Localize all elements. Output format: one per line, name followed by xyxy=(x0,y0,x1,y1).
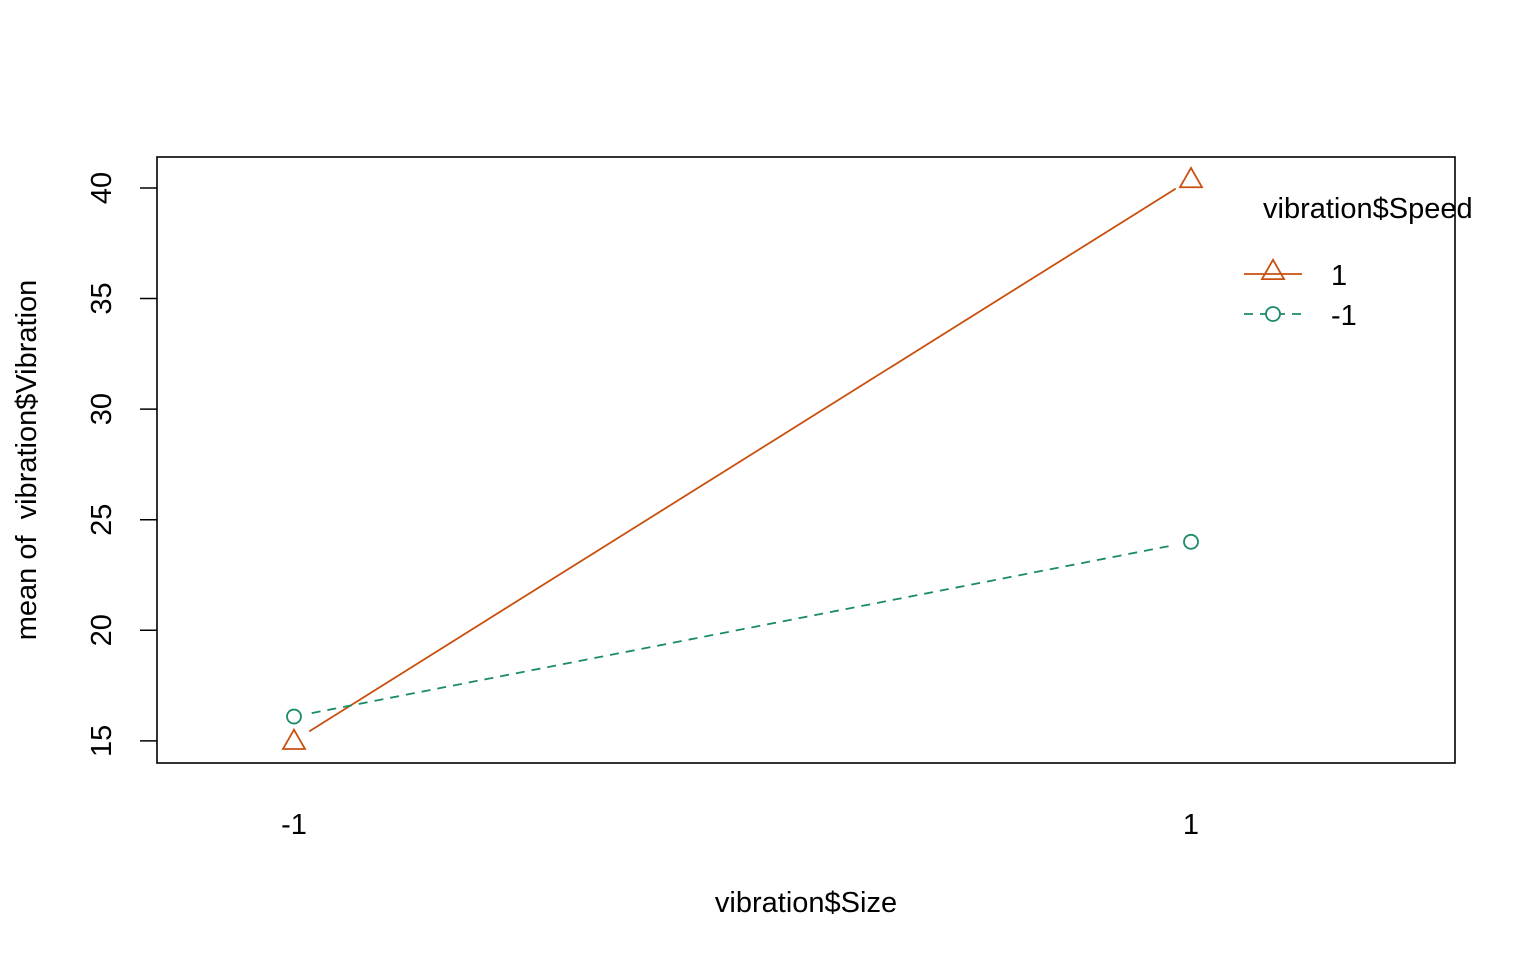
series-1 xyxy=(286,533,1199,725)
series-1-point-1 xyxy=(1183,533,1199,550)
legend-label-0: 1 xyxy=(1331,260,1347,292)
series-layer xyxy=(281,166,1204,750)
legend-swatch-marker-0 xyxy=(1260,258,1286,280)
series-0-line xyxy=(308,187,1177,733)
series-1-point-0 xyxy=(286,708,302,725)
legend: vibration$Speed 1 -1 xyxy=(1244,193,1473,332)
series-0 xyxy=(281,166,1204,750)
legend-title: vibration$Speed xyxy=(1263,193,1473,225)
legend-label-1: -1 xyxy=(1331,300,1357,332)
y-tick-label: 30 xyxy=(86,393,118,425)
y-tick-label: 20 xyxy=(86,614,118,646)
legend-swatch-marker-1 xyxy=(1265,306,1281,322)
legend-entry-1: -1 xyxy=(1244,300,1357,332)
y-tick-label: 25 xyxy=(86,504,118,536)
x-tick-label: 1 xyxy=(1183,809,1199,841)
x-tick-label: -1 xyxy=(281,809,307,841)
series-0-point-1 xyxy=(1178,166,1204,189)
x-axis: -1 1 xyxy=(281,809,1199,841)
series-0-point-0 xyxy=(281,727,307,750)
y-tick-label: 40 xyxy=(86,172,118,204)
x-axis-label: vibration$Size xyxy=(715,887,897,919)
series-1-line xyxy=(311,544,1174,714)
y-axis-label: mean of vibration$Vibration xyxy=(11,280,43,641)
y-tick-label: 15 xyxy=(86,725,118,757)
plot-frame xyxy=(156,156,1456,764)
y-tick-label: 35 xyxy=(86,282,118,314)
legend-entry-0: 1 xyxy=(1244,258,1347,292)
y-axis: 15 20 25 30 35 40 xyxy=(86,172,157,757)
